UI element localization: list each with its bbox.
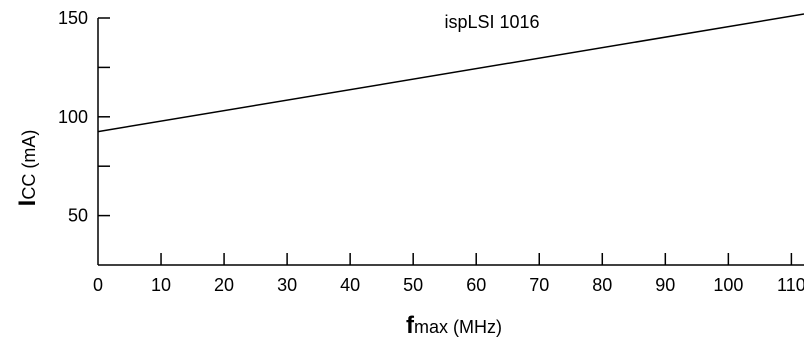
series-layer: [97, 13, 804, 133]
y-axis-label-main: I: [14, 200, 41, 207]
x-tick-label: 0: [93, 275, 103, 295]
x-tick-label: 10: [151, 275, 171, 295]
x-axis-label: fmax (MHz): [406, 312, 502, 339]
x-tick-label: 90: [655, 275, 675, 295]
x-tick-label: 60: [466, 275, 486, 295]
x-axis-label-sub: max: [414, 317, 448, 337]
x-ticks: 0 10 20 30 40 50 60 70 80 90 100 110: [93, 253, 804, 295]
y-axis-label-sub: CC: [19, 174, 39, 200]
x-axis-label-main: f: [406, 312, 415, 339]
y-tick-label: 100: [58, 107, 88, 127]
y-tick-label: 150: [58, 8, 88, 28]
x-axis-label-unit: (MHz): [448, 317, 502, 337]
x-tick-label: 100: [713, 275, 743, 295]
axes: [97, 18, 804, 266]
series-line: [97, 13, 804, 133]
x-tick-label: 110: [777, 275, 804, 295]
x-tick-label: 80: [592, 275, 612, 295]
chart-title: ispLSI 1016: [444, 12, 539, 32]
y-axis-label: ICC (mA): [14, 130, 41, 207]
x-tick-label: 50: [403, 275, 423, 295]
x-tick-label: 70: [529, 275, 549, 295]
x-tick-label: 30: [277, 275, 297, 295]
y-axis-label-unit: (mA): [19, 130, 39, 174]
x-tick-label: 40: [340, 275, 360, 295]
y-ticks: 50 100 150: [58, 8, 110, 226]
x-tick-label: 20: [214, 275, 234, 295]
y-tick-label: 50: [68, 206, 88, 226]
